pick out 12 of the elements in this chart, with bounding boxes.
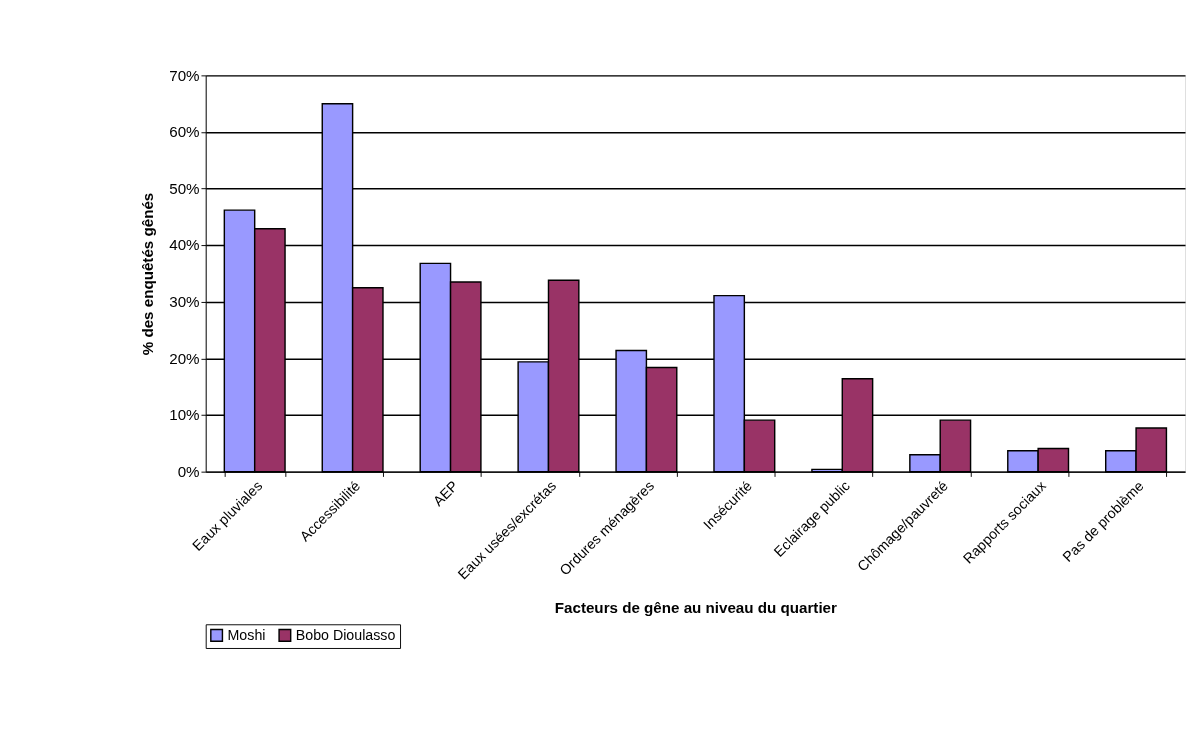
y-axis-title: % des enquêtés gênés	[139, 192, 157, 356]
legend-label: Moshi	[227, 627, 266, 644]
y-tick-label: 50%	[169, 179, 200, 197]
y-tick-label: 30%	[169, 293, 200, 311]
x-axis-title: Facteurs de gêne au niveau du quartier	[554, 599, 838, 617]
y-tick-label: 10%	[169, 406, 200, 424]
y-tick-label: 0%	[177, 462, 200, 480]
y-tick-label: 40%	[169, 236, 200, 254]
legend-label: Bobo Dioulasso	[295, 627, 396, 644]
y-tick-label: 70%	[169, 66, 200, 84]
y-tick-label: 60%	[169, 123, 200, 141]
y-tick-label: 20%	[169, 349, 200, 367]
